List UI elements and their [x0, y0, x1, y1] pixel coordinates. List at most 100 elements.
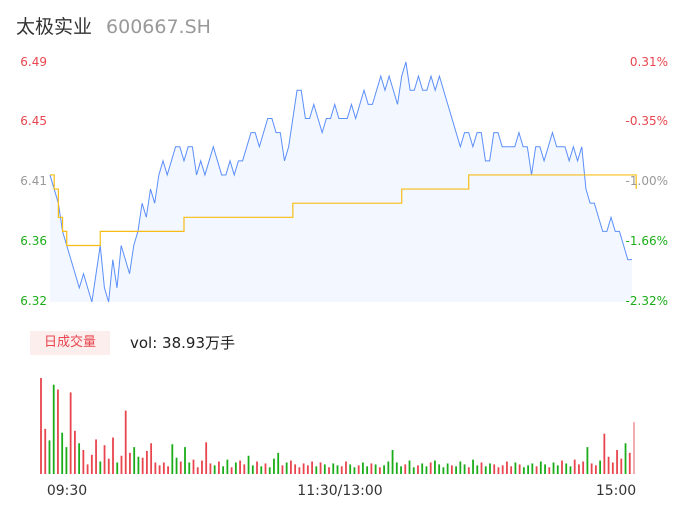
volume-bar: [188, 462, 191, 474]
volume-bar: [633, 422, 635, 474]
left-axis: 6.49 6.45 6.41 6.36 6.32: [20, 55, 47, 308]
left-tick-label: 6.49: [20, 55, 47, 69]
volume-bar: [544, 464, 546, 474]
price-line: [49, 61, 632, 303]
volume-bar: [590, 463, 593, 474]
volume-bar: [234, 462, 237, 474]
volume-bar: [362, 462, 364, 474]
volume-bar: [129, 452, 131, 474]
volume-bar: [44, 428, 47, 474]
volume-bar: [527, 465, 530, 474]
volume-bar: [323, 464, 326, 474]
volume-bar: [594, 465, 597, 474]
volume-bar: [124, 410, 127, 474]
volume-bar: [378, 467, 381, 474]
volume-bar: [133, 447, 136, 474]
volume-bar: [311, 461, 313, 474]
volume-bar: [518, 464, 521, 474]
volume-bar: [578, 464, 580, 474]
volume-bar: [73, 430, 76, 474]
volume-bar: [561, 460, 563, 474]
volume-bars: [40, 378, 635, 474]
volume-bar: [247, 455, 250, 474]
volume-bar: [603, 433, 606, 474]
volume-bar: [417, 465, 419, 474]
volume-bar: [290, 460, 292, 474]
volume-value: vol: 38.93万手: [130, 334, 235, 352]
volume-bar: [552, 462, 555, 474]
volume-bar: [167, 466, 169, 474]
volume-bar: [205, 442, 208, 474]
left-tick-label: 6.45: [20, 114, 47, 128]
volume-bar: [349, 464, 352, 474]
volume-bar: [484, 466, 487, 474]
volume-bar: [404, 464, 407, 474]
volume-bar: [395, 462, 398, 474]
volume-bar: [408, 460, 411, 474]
volume-bar: [332, 463, 335, 474]
volume-bar: [264, 463, 267, 474]
volume-bar: [175, 457, 178, 474]
volume-bar: [340, 466, 343, 474]
time-tick-label: 11:30/13:00: [297, 483, 382, 499]
volume-bar: [391, 450, 394, 474]
volume-bar: [230, 467, 233, 474]
average-price-line: [50, 174, 637, 247]
volume-bar: [268, 467, 271, 474]
volume-bar: [535, 466, 538, 474]
volume-bar: [620, 458, 623, 474]
volume-bar: [315, 466, 318, 474]
volume-bar: [78, 443, 81, 474]
volume-bar: [82, 450, 85, 474]
volume-bar: [434, 460, 436, 474]
volume-bar: [196, 467, 199, 474]
volume-bar: [103, 445, 106, 474]
volume-bar: [425, 466, 428, 474]
volume-bar: [586, 447, 589, 474]
volume-bar: [514, 462, 517, 474]
volume-bar: [243, 464, 246, 474]
volume-bar: [302, 463, 305, 474]
volume-bar: [69, 392, 72, 474]
volume-bar: [565, 463, 568, 474]
volume-bar: [455, 466, 457, 474]
volume-bar: [450, 465, 453, 474]
volume-bar: [251, 465, 254, 474]
volume-bar: [328, 467, 330, 474]
volume-bar: [226, 459, 229, 474]
volume-bar: [281, 465, 284, 474]
volume-bar: [40, 378, 42, 474]
volume-bar: [107, 458, 110, 474]
volume-bar: [374, 464, 377, 474]
volume-bar: [548, 467, 551, 474]
volume-bar: [277, 452, 280, 474]
volume-bar: [57, 389, 59, 474]
volume-bar: [353, 467, 356, 474]
volume-bar: [99, 461, 102, 474]
volume-bar: [141, 457, 144, 474]
volume-bar: [256, 461, 258, 474]
time-tick-label: 15:00: [596, 483, 636, 499]
volume-badge: 日成交量: [30, 331, 110, 355]
volume-bar: [65, 447, 68, 474]
stock-name: 太极实业: [16, 16, 93, 38]
volume-bar: [357, 465, 360, 474]
volume-bar: [145, 450, 148, 474]
volume-bar: [162, 462, 165, 474]
volume-bar: [501, 465, 504, 474]
volume-bar: [628, 452, 631, 474]
volume-bar: [260, 466, 263, 474]
volume-bar: [201, 460, 203, 474]
time-tick-label: 09:30: [47, 483, 87, 499]
volume-bar: [52, 384, 55, 474]
volume-bar: [573, 459, 576, 474]
volume-bar: [611, 462, 614, 474]
volume-bar: [616, 450, 618, 474]
volume-bar: [209, 463, 212, 474]
volume-bar: [86, 464, 89, 474]
volume-bar: [218, 461, 220, 474]
right-tick-label: 0.31%: [630, 55, 668, 69]
volume-bar: [442, 467, 445, 474]
volume-bar: [624, 443, 627, 474]
